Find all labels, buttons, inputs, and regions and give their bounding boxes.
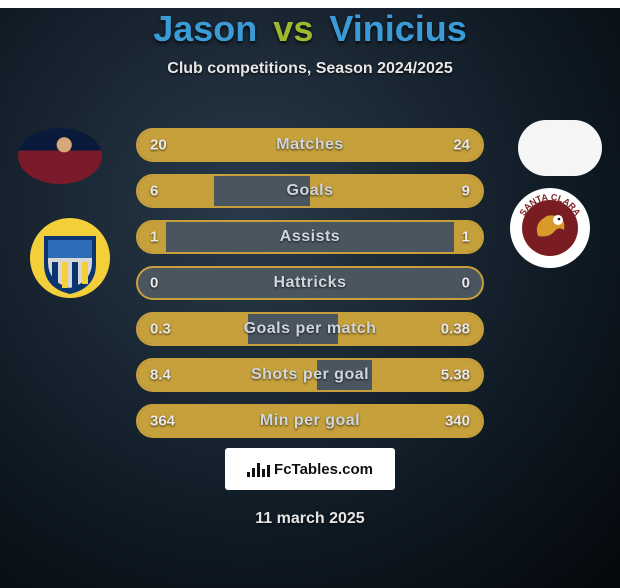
content-root: { "title": { "player1": "Jason", "vs": "… [0, 8, 620, 588]
watermark-bars-icon [247, 461, 270, 477]
watermark-bar [267, 465, 270, 477]
stat-label: Goals per match [138, 320, 482, 338]
stat-value-right: 24 [453, 137, 470, 154]
stat-value-right: 0 [462, 275, 470, 292]
stat-label: Goals [138, 182, 482, 200]
watermark-bar [257, 463, 260, 477]
stat-row: 1Assists1 [136, 220, 484, 254]
watermark-bar [247, 472, 250, 477]
stat-row: 364Min per goal340 [136, 404, 484, 438]
stat-value-right: 5.38 [441, 367, 470, 384]
player1-name: Jason [153, 8, 257, 49]
watermark-text: FcTables.com [274, 461, 373, 478]
date-text: 11 march 2025 [0, 510, 620, 528]
page-title: Jason vs Vinicius [0, 8, 620, 50]
stat-value-right: 1 [462, 229, 470, 246]
stat-row: 20Matches24 [136, 128, 484, 162]
stat-label: Matches [138, 136, 482, 154]
watermark-bar [252, 468, 255, 477]
stats-container: 20Matches24 6Goals9 1Assists1 0Hattricks0 0.… [136, 128, 484, 450]
stat-row: 0Hattricks0 [136, 266, 484, 300]
player2-club-badge: SANTA CLARA AÇORES [508, 186, 592, 270]
stat-row: 6Goals9 [136, 174, 484, 208]
player1-club-badge [28, 216, 112, 300]
club-badge-left-svg [28, 216, 112, 300]
watermark-bar [262, 469, 265, 477]
stat-label: Hattricks [138, 274, 482, 292]
stat-row: 0.3Goals per match0.38 [136, 312, 484, 346]
player1-portrait [18, 128, 102, 184]
stat-value-right: 9 [462, 183, 470, 200]
watermark: FcTables.com [225, 448, 395, 490]
club-badge-right-svg: SANTA CLARA AÇORES [508, 186, 592, 270]
player2-portrait [518, 120, 602, 176]
stat-label: Assists [138, 228, 482, 246]
vs-text: vs [273, 8, 313, 49]
player1-portrait-img [18, 128, 102, 184]
stat-value-right: 340 [445, 413, 470, 430]
player2-name: Vinicius [329, 8, 466, 49]
stat-label: Shots per goal [138, 366, 482, 384]
stat-row: 8.4Shots per goal5.38 [136, 358, 484, 392]
stat-label: Min per goal [138, 412, 482, 430]
subtitle: Club competitions, Season 2024/2025 [0, 60, 620, 78]
stat-value-right: 0.38 [441, 321, 470, 338]
